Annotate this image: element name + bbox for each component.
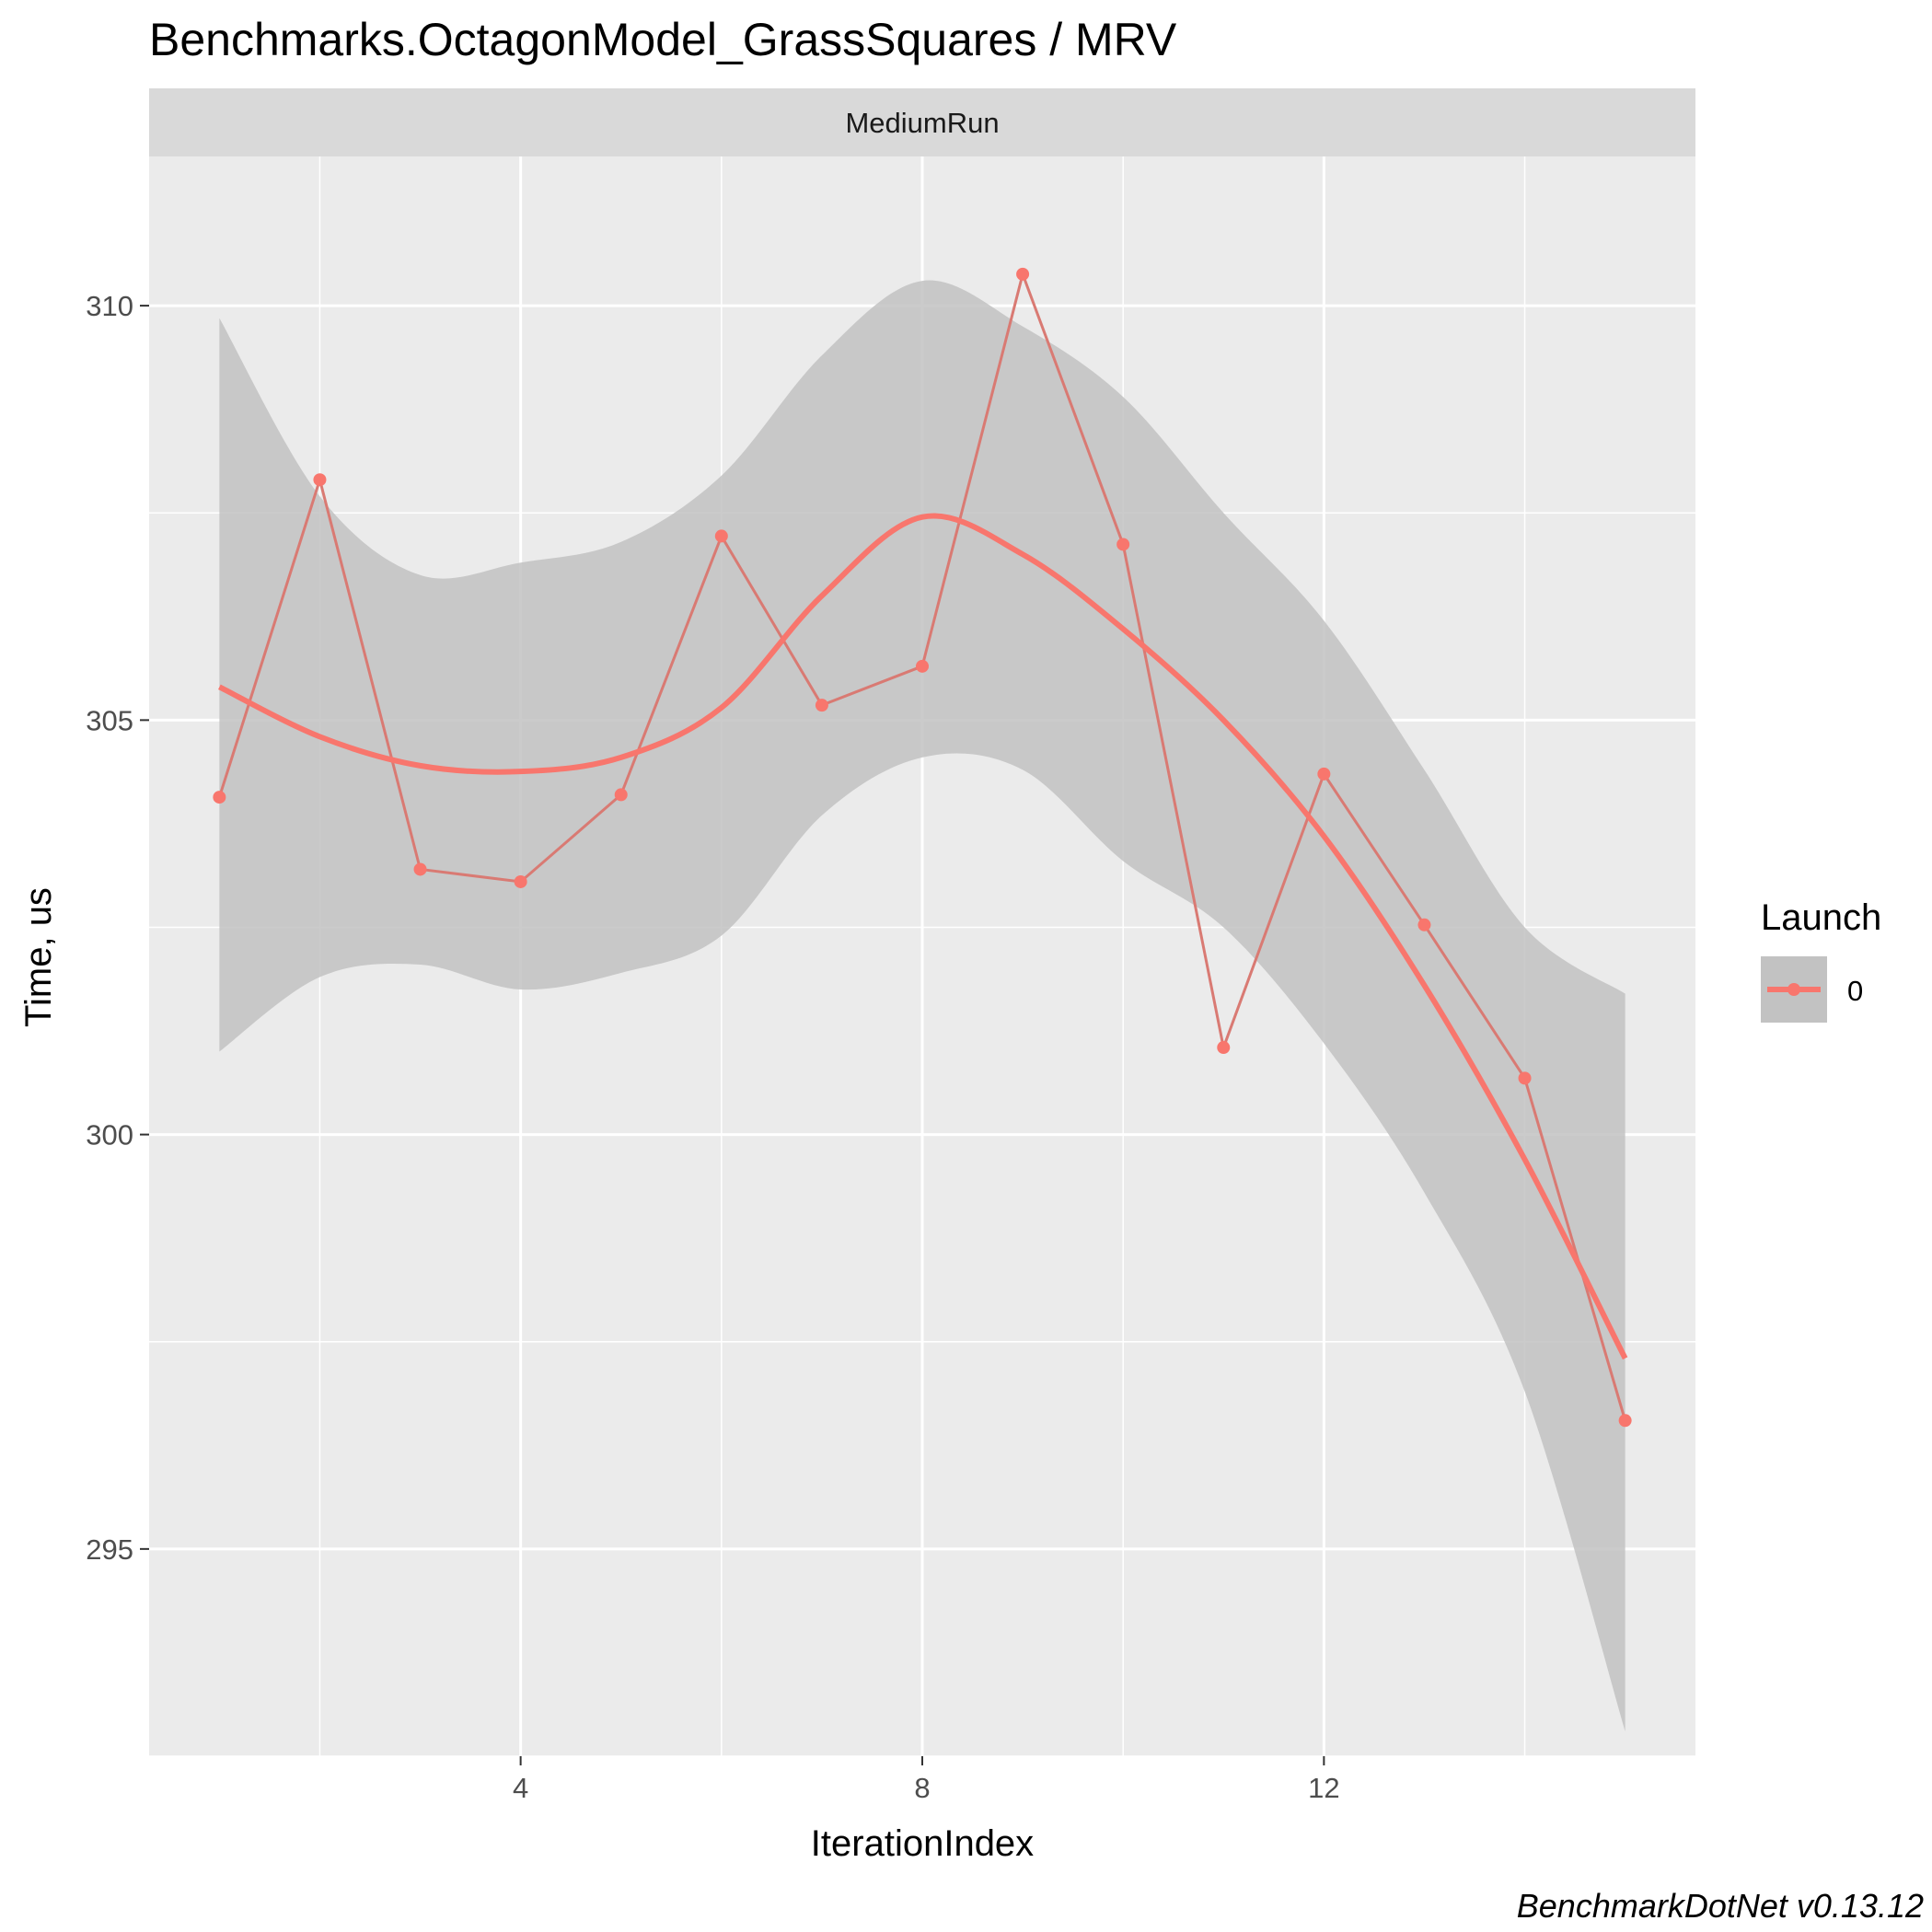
x-axis-title: IterationIndex bbox=[811, 1823, 1034, 1864]
data-point-1 bbox=[213, 791, 226, 804]
data-point-10 bbox=[1116, 538, 1130, 551]
data-point-9 bbox=[1016, 267, 1030, 281]
data-point-5 bbox=[614, 788, 628, 802]
points-layer bbox=[213, 267, 1632, 1428]
y-axis: 295 300 305 310 bbox=[86, 290, 149, 1566]
confidence-band-layer bbox=[219, 280, 1625, 1731]
smooth-fit-line bbox=[218, 513, 1628, 1360]
data-point-14 bbox=[1518, 1071, 1532, 1085]
legend: Launch 0 bbox=[1761, 897, 1881, 1023]
x-axis: 4 8 12 bbox=[513, 1756, 1340, 1804]
chart-title: Benchmarks.OctagonModel_GrassSquares / M… bbox=[149, 14, 1177, 65]
x-tick-label: 4 bbox=[513, 1772, 528, 1804]
confidence-band bbox=[219, 280, 1625, 1731]
data-point-2 bbox=[313, 473, 327, 487]
y-tick-label: 310 bbox=[86, 290, 133, 322]
data-point-6 bbox=[714, 529, 728, 543]
facet-strip bbox=[149, 88, 1695, 156]
y-tick-label: 305 bbox=[86, 704, 133, 736]
data-point-13 bbox=[1417, 918, 1431, 931]
legend-key-point bbox=[1787, 983, 1800, 996]
y-tick-label: 295 bbox=[86, 1533, 133, 1566]
data-point-12 bbox=[1317, 767, 1331, 781]
data-point-7 bbox=[815, 699, 828, 712]
x-tick-label: 12 bbox=[1308, 1772, 1339, 1804]
facet-label: MediumRun bbox=[845, 107, 999, 139]
data-point-4 bbox=[514, 874, 527, 888]
x-tick-label: 8 bbox=[914, 1772, 930, 1804]
data-point-15 bbox=[1618, 1414, 1632, 1428]
caption: BenchmarkDotNet v0.13.12 bbox=[1517, 1887, 1924, 1925]
y-tick-label: 300 bbox=[86, 1119, 133, 1151]
smooth-layer bbox=[218, 513, 1628, 1360]
y-axis-title: Time, us bbox=[18, 887, 59, 1027]
legend-title: Launch bbox=[1761, 897, 1881, 938]
data-point-8 bbox=[916, 659, 929, 673]
data-point-11 bbox=[1217, 1041, 1231, 1055]
legend-label: 0 bbox=[1847, 975, 1863, 1007]
data-point-3 bbox=[413, 862, 427, 876]
